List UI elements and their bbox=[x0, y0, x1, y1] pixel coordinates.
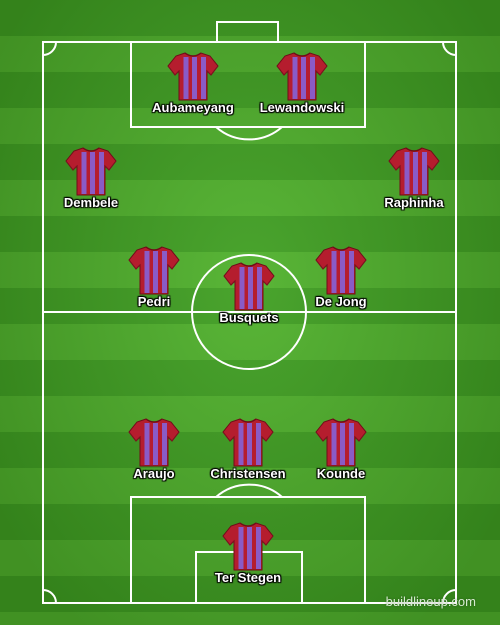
jersey-icon bbox=[128, 416, 180, 468]
player-pedri[interactable]: Pedri bbox=[99, 244, 209, 309]
player-name: Lewandowski bbox=[259, 100, 345, 115]
jersey-icon bbox=[65, 145, 117, 197]
site-watermark: buildlineup.com bbox=[385, 594, 476, 609]
player-aubameyang[interactable]: Aubameyang bbox=[138, 50, 248, 115]
player-dembele[interactable]: Dembele bbox=[36, 145, 146, 210]
jersey-icon bbox=[315, 416, 367, 468]
player-name: Pedri bbox=[137, 294, 171, 309]
corner-arc-bottom-right bbox=[442, 589, 457, 604]
top-goal-box bbox=[216, 21, 279, 43]
player-name: Kounde bbox=[316, 466, 366, 481]
jersey-icon bbox=[315, 244, 367, 296]
player-name: Christensen bbox=[210, 466, 286, 481]
jersey-icon bbox=[222, 520, 274, 572]
player-de-jong[interactable]: De Jong bbox=[286, 244, 396, 309]
jersey-icon bbox=[222, 416, 274, 468]
jersey-icon bbox=[167, 50, 219, 102]
corner-arc-bottom-left bbox=[42, 589, 57, 604]
player-busquets[interactable]: Busquets bbox=[194, 260, 304, 325]
jersey-icon bbox=[128, 244, 180, 296]
top-penalty-arc bbox=[215, 126, 283, 141]
player-name: Araujo bbox=[133, 466, 175, 481]
corner-arc-top-right bbox=[442, 41, 457, 56]
player-name: Aubameyang bbox=[152, 100, 234, 115]
player-name: Busquets bbox=[219, 310, 279, 325]
player-raphinha[interactable]: Raphinha bbox=[359, 145, 469, 210]
jersey-icon bbox=[388, 145, 440, 197]
player-araujo[interactable]: Araujo bbox=[99, 416, 209, 481]
player-name: Dembele bbox=[63, 195, 119, 210]
center-circle bbox=[191, 254, 307, 370]
player-name: De Jong bbox=[315, 294, 367, 309]
bottom-penalty-arc bbox=[215, 483, 283, 498]
jersey-icon bbox=[223, 260, 275, 312]
player-ter-stegen[interactable]: Ter Stegen bbox=[193, 520, 303, 585]
player-kounde[interactable]: Kounde bbox=[286, 416, 396, 481]
jersey-icon bbox=[276, 50, 328, 102]
player-name: Raphinha bbox=[384, 195, 444, 210]
player-lewandowski[interactable]: Lewandowski bbox=[247, 50, 357, 115]
corner-arc-top-left bbox=[42, 41, 57, 56]
player-name: Ter Stegen bbox=[214, 570, 282, 585]
player-christensen[interactable]: Christensen bbox=[193, 416, 303, 481]
